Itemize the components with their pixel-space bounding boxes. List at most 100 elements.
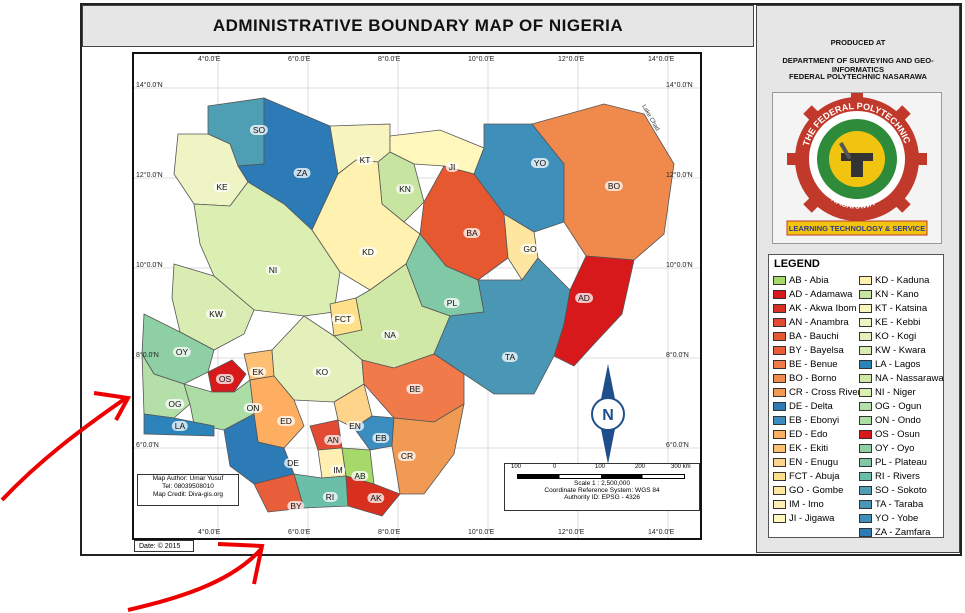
- legend-item: JI - Jigawa: [773, 513, 834, 524]
- legend-item: NA - Nassarawa: [859, 373, 944, 384]
- legend-label: GO - Gombe: [789, 485, 844, 496]
- scale-crs: Coordinate Reference System: WGS 84: [544, 487, 660, 494]
- legend-item: BE - Benue: [773, 359, 838, 370]
- legend-item: YO - Yobe: [859, 513, 918, 524]
- state-label-ba: BA: [463, 228, 481, 238]
- author-line: Map Author: Umar Yusuf: [152, 475, 224, 482]
- legend-item: FCT - Abuja: [773, 471, 840, 482]
- legend-item: LA - Lagos: [859, 359, 920, 370]
- bottom-tick: 10°0.0'E: [468, 529, 495, 536]
- legend-swatch: [773, 486, 786, 495]
- legend-label: OS - Osun: [875, 429, 920, 440]
- state-label-ni: NI: [265, 265, 281, 275]
- right-tick: 12°0.0'N: [666, 172, 693, 179]
- legend-item: KT - Katsina: [859, 303, 927, 314]
- legend-swatch: [773, 458, 786, 467]
- legend-label: YO - Yobe: [875, 513, 919, 524]
- top-tick: 10°0.0'E: [468, 56, 495, 63]
- legend-label: FCT - Abuja: [789, 471, 840, 482]
- state-label-go: GO: [520, 244, 540, 254]
- legend-label: RI - Rivers: [875, 471, 920, 482]
- legend-swatch: [773, 276, 786, 285]
- legend-item: ED - Edo: [773, 429, 828, 440]
- legend-item: KD - Kaduna: [859, 275, 929, 286]
- state-label-cr: CR: [397, 451, 417, 461]
- state-label-na: NA: [381, 330, 399, 340]
- legend-label: BY - Bayelsa: [789, 345, 844, 356]
- legend-swatch: [859, 416, 872, 425]
- legend-swatch: [773, 402, 786, 411]
- author-info: Map Author: Umar Yusuf Tel: 08039508010 …: [137, 474, 239, 506]
- left-tick: 14°0.0'N: [136, 82, 163, 89]
- state-label-eb: EB: [372, 433, 390, 443]
- state-label-os: OS: [215, 374, 235, 384]
- producer-line-1: PRODUCED AT: [830, 38, 886, 47]
- legend-swatch: [859, 472, 872, 481]
- legend-swatch: [773, 444, 786, 453]
- producer-block: PRODUCED AT DEPARTMENT OF SURVEYING AND …: [757, 5, 959, 83]
- map-frame: N Lake Chad: [132, 52, 702, 540]
- legend-item: KN - Kano: [859, 289, 919, 300]
- scale-box: 100 0 100 200 300 km Scale 1 : 2,500,000 Coo…: [504, 463, 700, 511]
- legend-label: AN - Anambra: [789, 317, 849, 328]
- state-label-za: ZA: [293, 168, 311, 178]
- legend-swatch: [773, 472, 786, 481]
- legend-swatch: [859, 388, 872, 397]
- bottom-tick: 4°0.0'E: [198, 529, 221, 536]
- legend-label: KD - Kaduna: [875, 275, 930, 286]
- logo-motto: LEARNING TECHNOLOGY & SERVICE: [789, 224, 925, 233]
- legend-item: GO - Gombe: [773, 485, 843, 496]
- state-label-ji: JI: [445, 162, 459, 172]
- right-tick: 6°0.0'N: [666, 442, 689, 449]
- legend-swatch: [859, 486, 872, 495]
- north-label: N: [602, 407, 614, 424]
- legend-label: KE - Kebbi: [875, 317, 921, 328]
- state-CR: [391, 403, 465, 495]
- legend-swatch: [773, 318, 786, 327]
- legend-label: ON - Ondo: [875, 415, 921, 426]
- scale-tick: 100: [511, 464, 522, 470]
- institution-logo: THE FEDERAL POLYTECHNIC NASARAWA LEARNIN…: [772, 89, 942, 244]
- legend-item: NI - Niger: [859, 387, 916, 398]
- legend-item: CR - Cross River: [773, 387, 861, 398]
- legend-label: BO - Borno: [789, 373, 837, 384]
- north-arrow-icon: N: [591, 364, 625, 464]
- legend-label: PL - Plateau: [875, 457, 927, 468]
- legend-swatch: [773, 430, 786, 439]
- legend-item: IM - Imo: [773, 499, 824, 510]
- right-tick: 8°0.0'N: [666, 352, 689, 359]
- right-tick: 14°0.0'N: [666, 82, 693, 89]
- legend-item: KO - Kogi: [859, 331, 916, 342]
- legend-label: IM - Imo: [789, 499, 824, 510]
- legend-swatch: [859, 458, 872, 467]
- legend-item: BA - Bauchi: [773, 331, 839, 342]
- legend-label: DE - Delta: [789, 401, 833, 412]
- date-box: Date: © 2015: [134, 540, 194, 552]
- state-label-ta: TA: [501, 352, 519, 362]
- legend-item: DE - Delta: [773, 401, 833, 412]
- scale-ratio: Scale 1 : 2,500,000: [573, 480, 630, 487]
- legend-label: SO - Sokoto: [875, 485, 927, 496]
- legend-label: NI - Niger: [875, 387, 916, 398]
- legend-swatch: [859, 346, 872, 355]
- bottom-tick: 6°0.0'E: [288, 529, 311, 536]
- legend-label: CR - Cross River: [789, 387, 861, 398]
- legend-swatch: [773, 290, 786, 299]
- legend-swatch: [859, 374, 872, 383]
- legend-swatch: [859, 276, 872, 285]
- legend-title: LEGEND: [774, 258, 820, 270]
- right-tick: 10°0.0'N: [666, 262, 693, 269]
- legend-swatch: [859, 444, 872, 453]
- state-label-ke: KE: [213, 182, 231, 192]
- title-bar: ADMINISTRATIVE BOUNDARY MAP OF NIGERIA: [82, 5, 754, 47]
- state-label-ed: ED: [277, 416, 295, 426]
- scale-bar: 100 0 100 200 300 km: [505, 464, 699, 480]
- legend-swatch: [859, 360, 872, 369]
- scale-bar-graphic: [517, 474, 685, 479]
- producer-line-2: DEPARTMENT OF SURVEYING AND GEO-INFORMAT…: [782, 56, 934, 74]
- bottom-tick: 12°0.0'E: [558, 529, 585, 536]
- legend-item: OS - Osun: [859, 429, 920, 440]
- legend-label: ZA - Zamfara: [875, 527, 931, 538]
- legend-swatch: [859, 528, 872, 537]
- bottom-tick: 8°0.0'E: [378, 529, 401, 536]
